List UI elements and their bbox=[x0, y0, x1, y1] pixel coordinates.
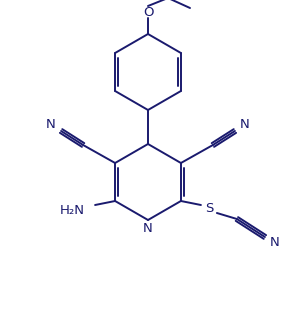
Text: O: O bbox=[143, 6, 153, 18]
Text: N: N bbox=[270, 237, 280, 249]
Text: N: N bbox=[46, 118, 56, 131]
Text: N: N bbox=[240, 118, 250, 131]
Text: S: S bbox=[205, 203, 213, 215]
Text: N: N bbox=[143, 221, 153, 235]
Text: H₂N: H₂N bbox=[60, 205, 85, 217]
